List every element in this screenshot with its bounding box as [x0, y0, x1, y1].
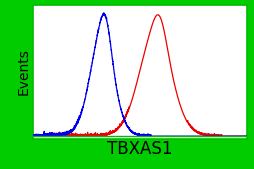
- X-axis label: TBXAS1: TBXAS1: [107, 140, 172, 158]
- Y-axis label: Events: Events: [16, 48, 30, 95]
